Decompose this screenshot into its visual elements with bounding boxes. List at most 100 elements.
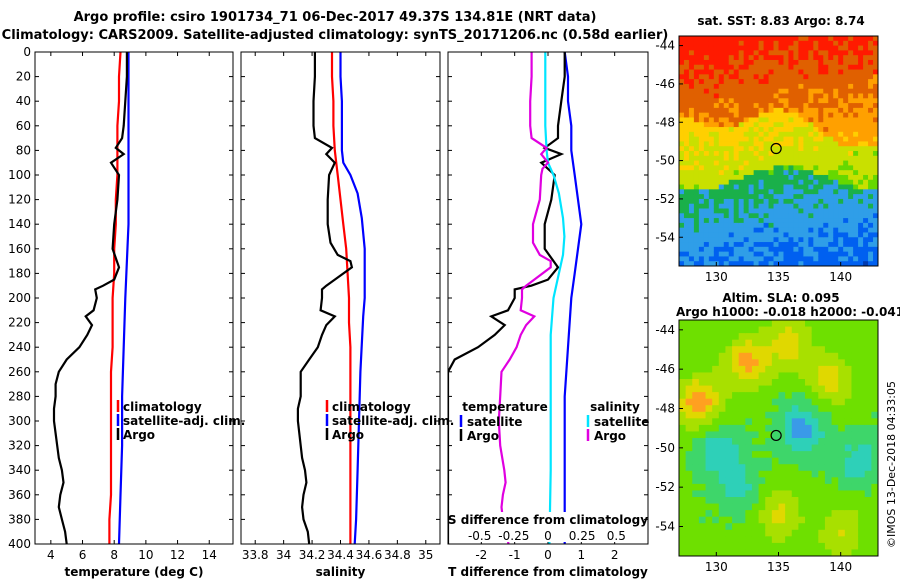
map-cell [753, 246, 760, 253]
map-cell [864, 464, 872, 472]
map-cell [771, 516, 779, 524]
map-cell [679, 510, 687, 518]
map-cell [733, 74, 740, 80]
map-cell [823, 122, 829, 128]
map-cell [788, 155, 794, 162]
map-cell [718, 55, 725, 61]
map-cell [693, 127, 700, 133]
map-cell [679, 256, 685, 262]
map-cell [698, 464, 707, 472]
map-cell [688, 170, 695, 176]
map-cell [751, 542, 760, 550]
map-cell [818, 523, 826, 531]
map-cell [783, 79, 789, 85]
map-cell [813, 146, 819, 152]
map-cell [871, 497, 879, 505]
map-cell [718, 320, 726, 328]
map-cell [803, 242, 809, 248]
map-cell [793, 40, 799, 47]
map-cell [728, 222, 735, 229]
map-cell [778, 359, 786, 367]
map-cell [853, 88, 859, 94]
map-cell [748, 218, 755, 224]
map-cell [778, 438, 786, 446]
map-cell [858, 155, 864, 162]
depth-tick-label-9: 180 [8, 266, 31, 280]
map-cell [813, 189, 819, 195]
map-cell [728, 69, 735, 75]
map-cell [798, 523, 806, 531]
map-cell [733, 131, 740, 138]
map-cell [873, 55, 879, 61]
map-cell [698, 112, 705, 118]
map-cell [798, 117, 804, 123]
map-cell [803, 103, 809, 109]
map-cell [833, 246, 839, 253]
map-cell [828, 59, 834, 66]
map-cell [863, 117, 869, 123]
map-cell [698, 79, 705, 85]
map-cell [833, 50, 839, 56]
map-cell [823, 155, 829, 162]
map-cell [712, 333, 720, 341]
map-cell [805, 418, 813, 426]
map-cell [738, 352, 746, 360]
map-cell [848, 251, 854, 257]
map-cell [743, 151, 750, 157]
map-cell [743, 88, 750, 94]
map-cell [723, 141, 730, 147]
map-cell [738, 359, 746, 367]
map-cell [743, 174, 750, 181]
map-cell [745, 365, 753, 373]
map-cell [785, 516, 793, 524]
map-cell [858, 523, 866, 531]
map-cell [858, 69, 864, 75]
map-cell [738, 320, 746, 328]
map-cell [773, 203, 779, 209]
map-cell [824, 523, 833, 531]
map-cell [783, 256, 789, 262]
map-cell [793, 184, 799, 190]
map-cell [848, 93, 854, 99]
map-cell [733, 194, 740, 200]
map-cell [858, 411, 866, 419]
map-cell [818, 151, 824, 157]
map-cell [758, 516, 766, 524]
map-cell [838, 242, 844, 248]
series-line-salinity-1 [339, 52, 366, 544]
map-cell [863, 256, 869, 262]
map-cell [778, 74, 784, 80]
map-cell [818, 45, 824, 51]
map-cell [732, 418, 740, 426]
map-cell [738, 379, 746, 387]
map-cell [848, 122, 854, 128]
depth-tick-label-8: 160 [8, 242, 31, 256]
map-cell [763, 83, 770, 90]
map-cell [783, 242, 789, 248]
map-cell [783, 194, 789, 200]
map-cell [871, 398, 879, 406]
map-cell [868, 112, 874, 118]
map-cell [712, 431, 720, 439]
map-cell [778, 510, 786, 518]
map-cell [788, 203, 794, 209]
map-cell [853, 170, 859, 176]
map-cell [858, 45, 864, 51]
map-cell [788, 261, 794, 267]
map-cell [688, 242, 695, 248]
map-cell [803, 55, 809, 61]
map-cell [863, 151, 869, 157]
map-cell [778, 261, 784, 267]
map-cell [871, 503, 879, 511]
map-cell [733, 179, 740, 186]
map-cell [864, 477, 872, 485]
map-cell [703, 208, 710, 214]
map-cell [728, 103, 735, 109]
map-cell [778, 83, 784, 90]
map-cell [679, 246, 685, 253]
map-cell [723, 122, 730, 128]
map-cell [718, 536, 726, 544]
map-cell [858, 88, 864, 94]
map-cell [863, 107, 869, 114]
map-cell [844, 359, 852, 367]
